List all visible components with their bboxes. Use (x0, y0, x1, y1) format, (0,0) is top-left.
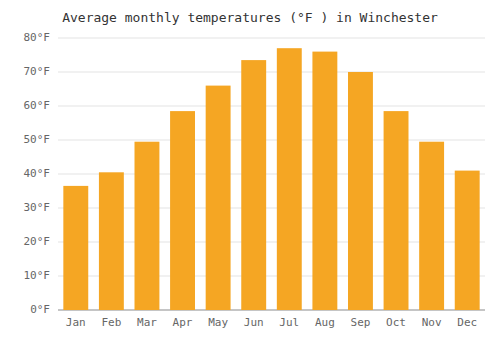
y-tick-label: 50°F (24, 133, 51, 146)
bar (99, 172, 124, 310)
x-tick-label: Feb (101, 316, 121, 329)
axes: 0°F 10°F 20°F 30°F 40°F 50°F 60°F 70°F 80°F Jan Fe… (24, 31, 486, 329)
y-tick-label: 0°F (30, 303, 50, 316)
y-tick-label: 60°F (24, 99, 51, 112)
grid-line (58, 140, 485, 141)
bar (63, 186, 88, 310)
x-tick-label: Jan (66, 316, 86, 329)
bar (455, 171, 480, 310)
y-tick-label: 70°F (24, 65, 51, 78)
x-tick-label: Aug (315, 316, 335, 329)
bar (312, 52, 337, 310)
chart-svg: 0°F 10°F 20°F 30°F 40°F 50°F 60°F 70°F 80°F Jan Fe… (0, 0, 500, 350)
y-tick-label: 80°F (24, 31, 51, 44)
y-tick-label: 10°F (24, 269, 51, 282)
grid (58, 38, 485, 310)
bar (170, 111, 195, 310)
bar (384, 111, 409, 310)
x-tick-label: Jul (279, 316, 299, 329)
bar (241, 60, 266, 310)
chart-container: 0°F 10°F 20°F 30°F 40°F 50°F 60°F 70°F 80°F Jan Fe… (0, 0, 500, 350)
x-tick-label: Oct (386, 316, 406, 329)
y-tick-label: 40°F (24, 167, 51, 180)
y-tick-label: 30°F (24, 201, 51, 214)
bar (135, 142, 160, 310)
chart-title: Average monthly temperatures (°F ) in Wi… (62, 10, 438, 25)
bar (419, 142, 444, 310)
bar (348, 72, 373, 310)
x-tick-label: Apr (173, 316, 193, 329)
bar (277, 48, 302, 310)
x-tick-label: Mar (137, 316, 157, 329)
bar (206, 86, 231, 310)
bars (63, 48, 479, 310)
x-tick-label: Nov (422, 316, 442, 329)
x-tick-label: Dec (457, 316, 477, 329)
y-tick-label: 20°F (24, 235, 51, 248)
grid-line (58, 72, 485, 73)
x-tick-label: Sep (351, 316, 371, 329)
grid-line (58, 106, 485, 107)
grid-line (58, 38, 485, 39)
x-tick-label: May (208, 316, 228, 329)
x-tick-label: Jun (244, 316, 264, 329)
